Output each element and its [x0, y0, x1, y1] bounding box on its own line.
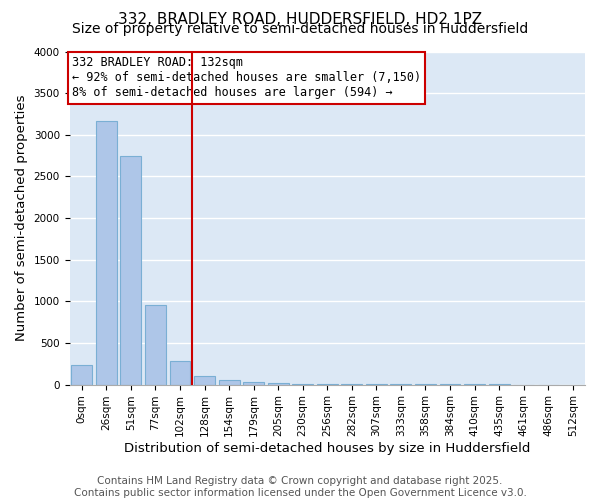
Bar	[268, 383, 289, 384]
Bar	[121, 156, 142, 384]
Text: 332 BRADLEY ROAD: 132sqm
← 92% of semi-detached houses are smaller (7,150)
8% of: 332 BRADLEY ROAD: 132sqm ← 92% of semi-d…	[72, 56, 421, 100]
Bar	[243, 382, 264, 384]
Bar	[71, 366, 92, 384]
Text: Contains HM Land Registry data © Crown copyright and database right 2025.
Contai: Contains HM Land Registry data © Crown c…	[74, 476, 526, 498]
Bar	[96, 120, 117, 384]
Bar	[145, 306, 166, 384]
X-axis label: Distribution of semi-detached houses by size in Huddersfield: Distribution of semi-detached houses by …	[124, 442, 530, 455]
Text: Size of property relative to semi-detached houses in Huddersfield: Size of property relative to semi-detach…	[72, 22, 528, 36]
Bar	[218, 380, 239, 384]
Y-axis label: Number of semi-detached properties: Number of semi-detached properties	[15, 95, 28, 342]
Text: 332, BRADLEY ROAD, HUDDERSFIELD, HD2 1PZ: 332, BRADLEY ROAD, HUDDERSFIELD, HD2 1PZ	[118, 12, 482, 26]
Bar	[170, 362, 190, 384]
Bar	[194, 376, 215, 384]
